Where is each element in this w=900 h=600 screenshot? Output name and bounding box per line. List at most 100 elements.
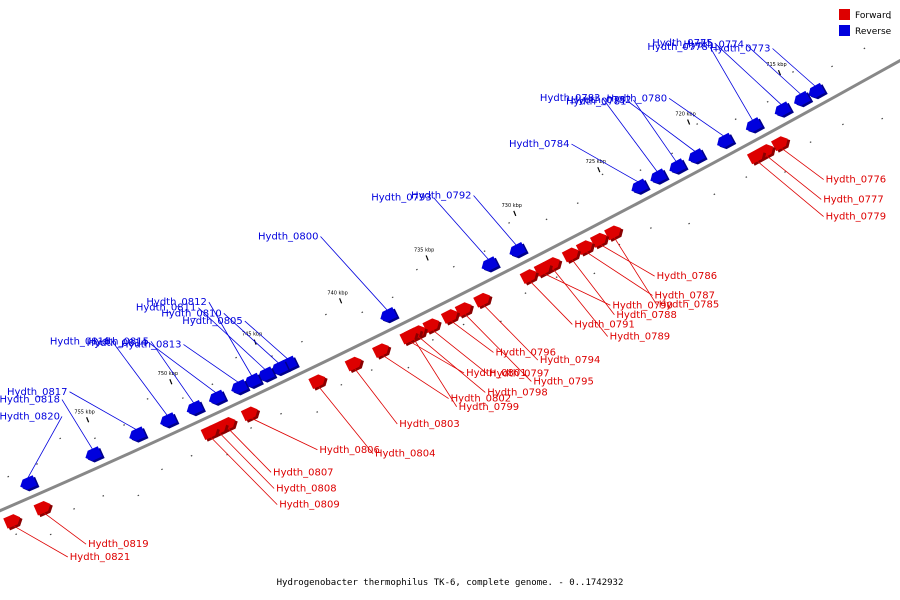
reverse-gene-label: Hydth_0780: [607, 93, 668, 104]
forward-gene-arrow: [200, 425, 220, 442]
reverse-gene-leader: [571, 143, 639, 183]
forward-gene-leader: [317, 385, 374, 454]
forward-gene-arrow-body: [200, 425, 218, 441]
forward-gene-arrow-body: [240, 406, 258, 422]
reverse-gene-arrow-body: [244, 372, 262, 388]
reverse-gene-label: Hydth_0820: [0, 411, 60, 422]
reverse-gene-label: Hydth_0805: [182, 316, 243, 327]
tick-mark: [370, 369, 373, 371]
tick-mark: [745, 176, 748, 178]
forward-gene-label: Hydth_0777: [823, 194, 884, 205]
kbp-tick-label: 750 kbp: [158, 371, 178, 377]
reverse-gene-arrow: [160, 412, 180, 429]
forward-gene-leader: [431, 329, 488, 374]
reverse-gene-label: Hydth_0817: [7, 387, 68, 398]
forward-gene-label: Hydth_0779: [826, 212, 887, 223]
forward-gene-label: Hydth_0806: [319, 445, 380, 456]
tick-mark: [508, 222, 511, 224]
reverse-gene-leader: [69, 391, 137, 431]
forward-gene-label: Hydth_0799: [459, 402, 520, 413]
reverse-gene-leader: [668, 98, 725, 137]
reverse-gene-label: Hydth_0810: [161, 308, 222, 319]
forward-gene-leader: [12, 525, 68, 558]
reverse-gene-arrow: [244, 372, 264, 389]
forward-gene-leader: [756, 160, 824, 217]
forward-gene-label: Hydth_0787: [654, 290, 715, 301]
tick-mark: [94, 437, 96, 440]
tick-mark: [809, 141, 812, 144]
tick-mark: [415, 268, 418, 271]
legend: Forward Reverse: [839, 9, 892, 37]
reverse-gene-arrow-body: [650, 168, 668, 184]
forward-gene-label: Hydth_0801: [466, 368, 526, 379]
reverse-gene-label: Hydth_0800: [258, 231, 319, 242]
forward-gene-label: Hydth_0776: [826, 175, 887, 186]
forward-gene-label: Hydth_0807: [273, 467, 334, 478]
reverse-gene-arrow-body: [85, 446, 103, 461]
forward-gene-arrow-body: [33, 500, 51, 516]
forward-gene-label: Hydth_0819: [88, 539, 149, 550]
tick-mark: [601, 173, 604, 176]
reverse-gene-label: Hydth_0782: [571, 95, 632, 106]
reverse-gene-label: Hydth_0816: [50, 337, 111, 348]
reverse-gene-arrow: [794, 90, 814, 108]
reverse-gene-label: Hydth_0775: [652, 38, 713, 49]
gene-labels: Hydth_0773Hydth_0774Hydth_0775Hydth_0778…: [0, 38, 886, 563]
tick-mark: [15, 533, 18, 536]
forward-gene-leader: [408, 340, 465, 374]
forward-gene-label: Hydth_0804: [375, 449, 436, 460]
reverse-gene-label: Hydth_0814: [87, 338, 148, 349]
forward-gene-arrow-body: [3, 514, 21, 529]
tick-marks: 715 kbp 720 kbp 725 kbp 730 kbp 735 kbp 740 k…: [7, 17, 892, 536]
reverse-gene-leader: [772, 48, 816, 87]
forward-gene-leader: [413, 338, 458, 407]
reverse-gene-leader: [61, 399, 94, 450]
forward-gene-arrow-body: [372, 343, 389, 359]
reverse-gene-arrow: [745, 117, 766, 134]
forward-gene-arrow-body: [604, 225, 621, 241]
kbp-tick-label: 725 kbp: [586, 159, 606, 165]
reverse-gene-arrow: [208, 389, 229, 406]
reverse-gene-arrow: [20, 475, 40, 492]
tick-mark: [889, 17, 892, 19]
tick-mark: [146, 398, 149, 400]
reverse-gene-arrow: [669, 158, 689, 175]
forward-gene-leader: [599, 243, 655, 277]
forward-gene-leader: [42, 511, 87, 545]
tick-mark: [300, 340, 303, 343]
forward-gene-label: Hydth_0788: [616, 310, 677, 321]
reverse-gene-label: Hydth_0793: [371, 193, 432, 204]
tick-mark: [863, 47, 866, 50]
kbp-tick-label: 715 kbp: [766, 62, 786, 68]
reverse-gene-label: Hydth_0812: [146, 297, 207, 308]
forward-gene-arrow: [604, 225, 624, 242]
tick-mark: [123, 424, 126, 426]
forward-gene-label: Hydth_0797: [489, 369, 550, 380]
kbp-tick-mark: [777, 69, 782, 76]
kbp-tick-mark: [597, 166, 601, 173]
forward-gene-leader: [250, 417, 318, 451]
tick-mark: [831, 65, 833, 68]
kbp-tick-label: 740 kbp: [327, 290, 347, 296]
reverse-gene-arrow-body: [745, 117, 763, 133]
forward-gene-arrow-body: [519, 269, 537, 284]
tick-mark: [391, 296, 394, 299]
kbp-tick-label: 735 kbp: [414, 247, 434, 253]
forward-gene-leader: [381, 354, 449, 399]
tick-mark: [250, 427, 253, 429]
tick-mark: [211, 383, 214, 386]
reverse-gene-arrow: [85, 446, 105, 463]
reverse-gene-arrow: [650, 168, 670, 185]
reverse-gene-arrow: [688, 148, 708, 165]
reverse-gene-leader: [628, 101, 696, 153]
reverse-gene-arrow-body: [717, 132, 734, 148]
reverse-gene-arrow: [774, 101, 794, 118]
tick-mark: [73, 507, 76, 510]
reverse-gene-label: Hydth_0773: [710, 44, 771, 55]
tick-mark: [340, 383, 343, 386]
forward-gene-leader: [209, 436, 278, 505]
forward-gene-label: Hydth_0794: [540, 355, 601, 366]
legend-forward-swatch: [839, 9, 850, 20]
forward-gene-label: Hydth_0808: [276, 483, 337, 494]
